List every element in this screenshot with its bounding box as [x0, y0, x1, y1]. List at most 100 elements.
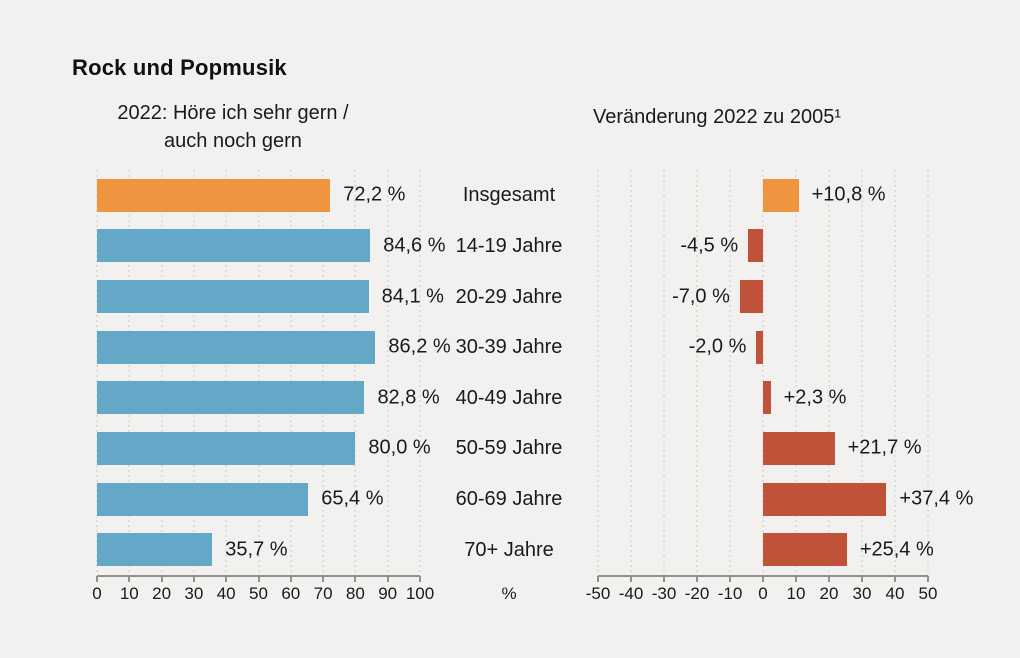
gridline	[828, 170, 830, 575]
axis-tick-label: 0	[758, 584, 768, 603]
axis-tick-label: -30	[651, 584, 677, 603]
category-label-70-jahre: 70+ Jahre	[464, 538, 554, 561]
category-label-50-59-jahre: 50-59 Jahre	[455, 437, 563, 460]
value-label-60-69-jahre: 65,4 %	[321, 487, 384, 510]
axis-tick-label: -10	[717, 584, 743, 603]
gridline	[193, 170, 195, 575]
gridline	[729, 170, 731, 575]
bar-30-39-jahre	[756, 330, 763, 364]
axis-tick-label: 0	[92, 584, 102, 603]
value-label-30-39-jahre: -2,0 %	[688, 335, 747, 358]
bar-14-19-jahre	[97, 229, 371, 263]
gridline	[795, 170, 797, 575]
gridline	[354, 170, 356, 575]
gridline	[387, 170, 389, 575]
bar-20-29-jahre	[739, 280, 763, 314]
axis-tick	[225, 576, 228, 582]
bar-20-29-jahre	[97, 280, 369, 314]
gridline	[762, 170, 764, 575]
gridline	[630, 170, 632, 575]
axis-tick	[257, 576, 260, 582]
axis-tick	[96, 576, 98, 582]
gridline	[894, 170, 896, 575]
left-chart-subtitle-line1: 2022: Höre ich sehr gern /	[117, 102, 349, 124]
axis-tick-label: -40	[618, 584, 644, 603]
x-axis-line	[97, 575, 420, 577]
category-label-insgesamt: Insgesamt	[462, 184, 556, 207]
bar-insgesamt	[97, 178, 331, 212]
gridline	[225, 170, 227, 575]
bar-50-59-jahre	[97, 431, 356, 465]
axis-tick	[663, 576, 665, 582]
category-label-60-69-jahre: 60-69 Jahre	[455, 488, 563, 511]
chart-title: Rock und Popmusik	[72, 55, 287, 80]
axis-tick	[322, 576, 325, 582]
bar-60-69-jahre	[97, 482, 309, 516]
value-label-14-19-jahre: 84,6 %	[383, 234, 446, 257]
bar-30-39-jahre	[97, 330, 376, 364]
axis-tick	[927, 576, 929, 582]
gridline	[696, 170, 698, 575]
axis-tick-label: -20	[684, 584, 710, 603]
category-label-20-29-jahre: 20-29 Jahre	[455, 285, 563, 308]
axis-tick-label: 50	[249, 584, 268, 603]
value-label-insgesamt: 72,2 %	[343, 183, 406, 206]
axis-tick	[386, 576, 389, 582]
gridline	[419, 170, 421, 575]
axis-tick	[729, 576, 731, 582]
bar-40-49-jahre	[763, 381, 771, 415]
unit-label: %	[501, 584, 517, 603]
axis-tick	[762, 576, 764, 582]
gridline	[96, 170, 98, 575]
axis-tick-label: 30	[852, 584, 872, 603]
value-label-50-59-jahre: +21,7 %	[847, 436, 922, 459]
gridline	[161, 170, 163, 575]
bar-70-jahre	[763, 533, 847, 567]
bar-40-49-jahre	[97, 381, 365, 415]
value-label-30-39-jahre: 86,2 %	[388, 335, 451, 358]
gridline	[290, 170, 292, 575]
value-label-70-jahre: 35,7 %	[225, 538, 288, 561]
value-label-20-29-jahre: -7,0 %	[672, 285, 730, 308]
axis-tick	[289, 576, 292, 582]
axis-tick-label: 40	[216, 584, 236, 603]
category-label-30-39-jahre: 30-39 Jahre	[455, 336, 563, 359]
category-label-40-49-jahre: 40-49 Jahre	[455, 386, 563, 409]
gridline	[258, 170, 259, 575]
axis-tick	[861, 576, 863, 582]
gridline	[597, 170, 599, 575]
bar-50-59-jahre	[763, 431, 835, 465]
value-label-insgesamt: +10,8 %	[811, 183, 886, 206]
bar-14-19-jahre	[748, 229, 763, 263]
gridline	[927, 170, 929, 575]
gridline	[663, 170, 665, 575]
axis-tick	[419, 576, 421, 582]
axis-tick	[192, 576, 195, 582]
axis-tick-label: 70	[313, 584, 333, 603]
axis-tick-label: 90	[378, 584, 398, 603]
axis-tick-label: 20	[152, 584, 172, 603]
bar-60-69-jahre	[763, 482, 887, 516]
axis-tick	[894, 576, 896, 582]
axis-tick-label: -50	[585, 584, 611, 603]
category-label-14-19-jahre: 14-19 Jahre	[455, 234, 563, 257]
value-label-60-69-jahre: +37,4 %	[899, 487, 974, 510]
value-label-50-59-jahre: 80,0 %	[368, 436, 431, 459]
value-label-70-jahre: +25,4 %	[859, 538, 934, 561]
axis-tick-label: 40	[885, 584, 905, 603]
axis-tick-label: 10	[786, 584, 806, 603]
gridline	[322, 170, 324, 575]
axis-tick	[696, 576, 698, 582]
value-label-14-19-jahre: -4,5 %	[680, 234, 739, 257]
right-bar-chart-plot: -50 -40 -30 -20 -10 0 10 20 30 40 50 +10,8 % -4,5 % -…	[586, 170, 973, 603]
gridline	[128, 170, 130, 575]
bar-insgesamt	[763, 178, 799, 212]
value-label-40-49-jahre: 82,8 %	[377, 386, 440, 409]
axis-tick	[354, 576, 357, 582]
axis-tick	[597, 576, 599, 582]
axis-tick-label: 10	[119, 584, 139, 603]
axis-tick-label: 20	[819, 584, 839, 603]
bar-70-jahre	[97, 533, 213, 567]
axis-tick-label: 100	[405, 584, 435, 603]
